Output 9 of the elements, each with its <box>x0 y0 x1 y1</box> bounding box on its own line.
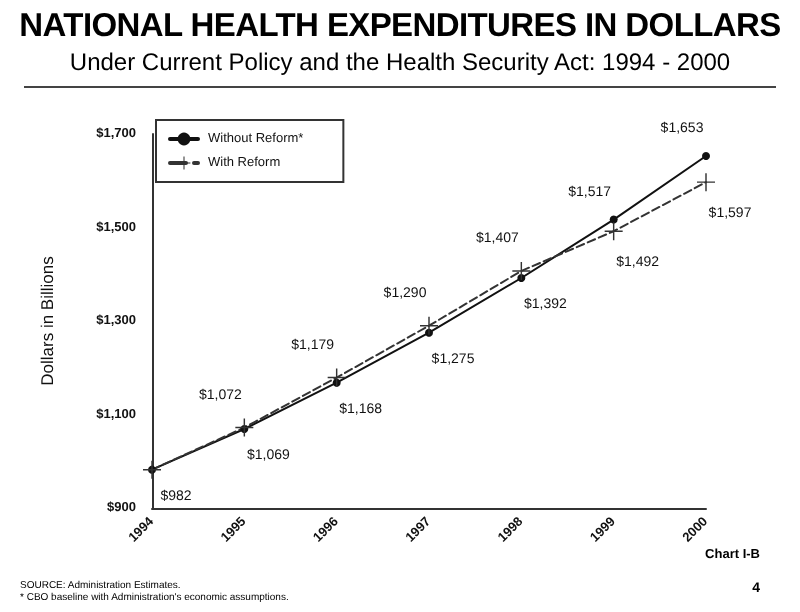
point <box>697 173 715 192</box>
point <box>143 460 161 479</box>
point <box>512 261 531 280</box>
point <box>609 215 618 224</box>
y-axis-title: Dollars in Billions <box>37 256 57 386</box>
point <box>420 316 438 335</box>
chart-title: NATIONAL HEALTH EXPENDITURES IN DOLLARS <box>17 8 783 46</box>
point <box>702 151 710 160</box>
chart-subtitle: Under Current Policy and the Health Security Act: 1994 - 2000 <box>67 48 733 76</box>
